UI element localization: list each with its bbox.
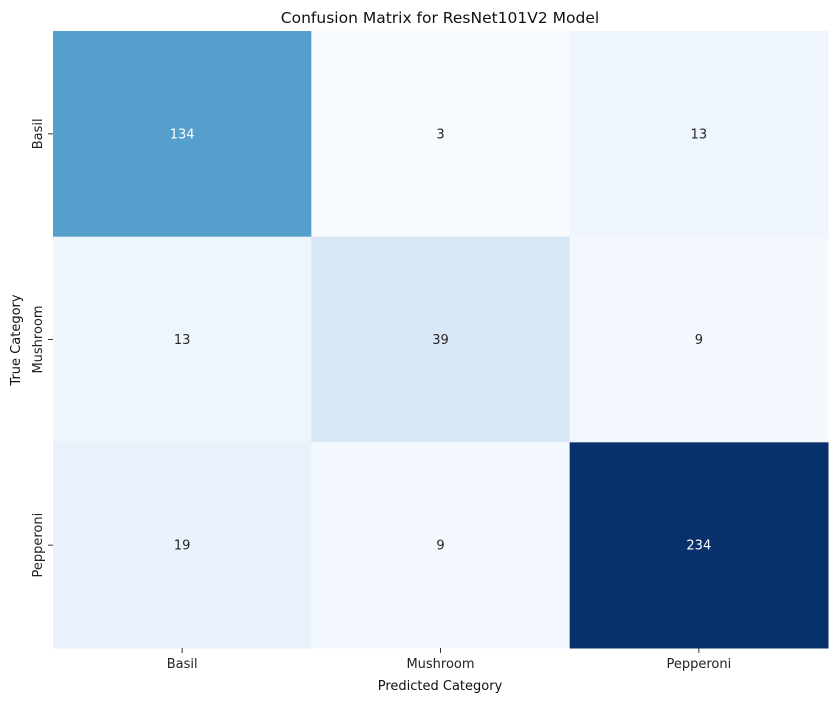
cell-mushroom-mushroom (311, 236, 571, 443)
y-tick-label-basil: Basil (31, 118, 46, 149)
chart-title: Confusion Matrix for ResNet101V2 Model (281, 9, 599, 27)
y-axis-ticks: Basil Mushroom Pepperoni (31, 118, 53, 578)
y-tick-label-pepperoni: Pepperoni (31, 513, 46, 578)
cell-label-basil-basil: 134 (170, 127, 195, 142)
cell-label-pepperoni-basil: 19 (174, 539, 191, 554)
cell-label-basil-pepperoni: 13 (691, 127, 708, 142)
heatmap-cells: 134 3 13 13 39 9 19 9 234 (53, 31, 829, 649)
cell-mushroom-pepperoni (569, 236, 829, 443)
x-axis-label: Predicted Category (378, 679, 503, 694)
x-axis-ticks: Basil Mushroom Pepperoni (167, 648, 731, 672)
cell-label-pepperoni-pepperoni: 234 (686, 539, 711, 554)
cell-mushroom-basil (53, 236, 312, 443)
x-tick-label-mushroom: Mushroom (406, 657, 474, 672)
x-tick-label-pepperoni: Pepperoni (666, 657, 731, 672)
cell-basil-basil (53, 31, 312, 238)
cell-label-mushroom-mushroom: 39 (432, 333, 449, 348)
cell-basil-mushroom (311, 31, 571, 238)
cell-label-pepperoni-mushroom: 9 (436, 539, 444, 554)
y-axis-label: True Category (9, 294, 24, 386)
y-tick-label-mushroom: Mushroom (31, 305, 46, 373)
cell-label-basil-mushroom: 3 (436, 127, 444, 142)
cell-basil-pepperoni (569, 31, 829, 238)
x-tick-label-basil: Basil (167, 657, 198, 672)
cell-pepperoni-mushroom (311, 442, 571, 649)
cell-pepperoni-pepperoni (569, 442, 829, 649)
cell-pepperoni-basil (53, 442, 312, 649)
cell-label-mushroom-basil: 13 (174, 333, 191, 348)
cell-label-mushroom-pepperoni: 9 (695, 333, 703, 348)
